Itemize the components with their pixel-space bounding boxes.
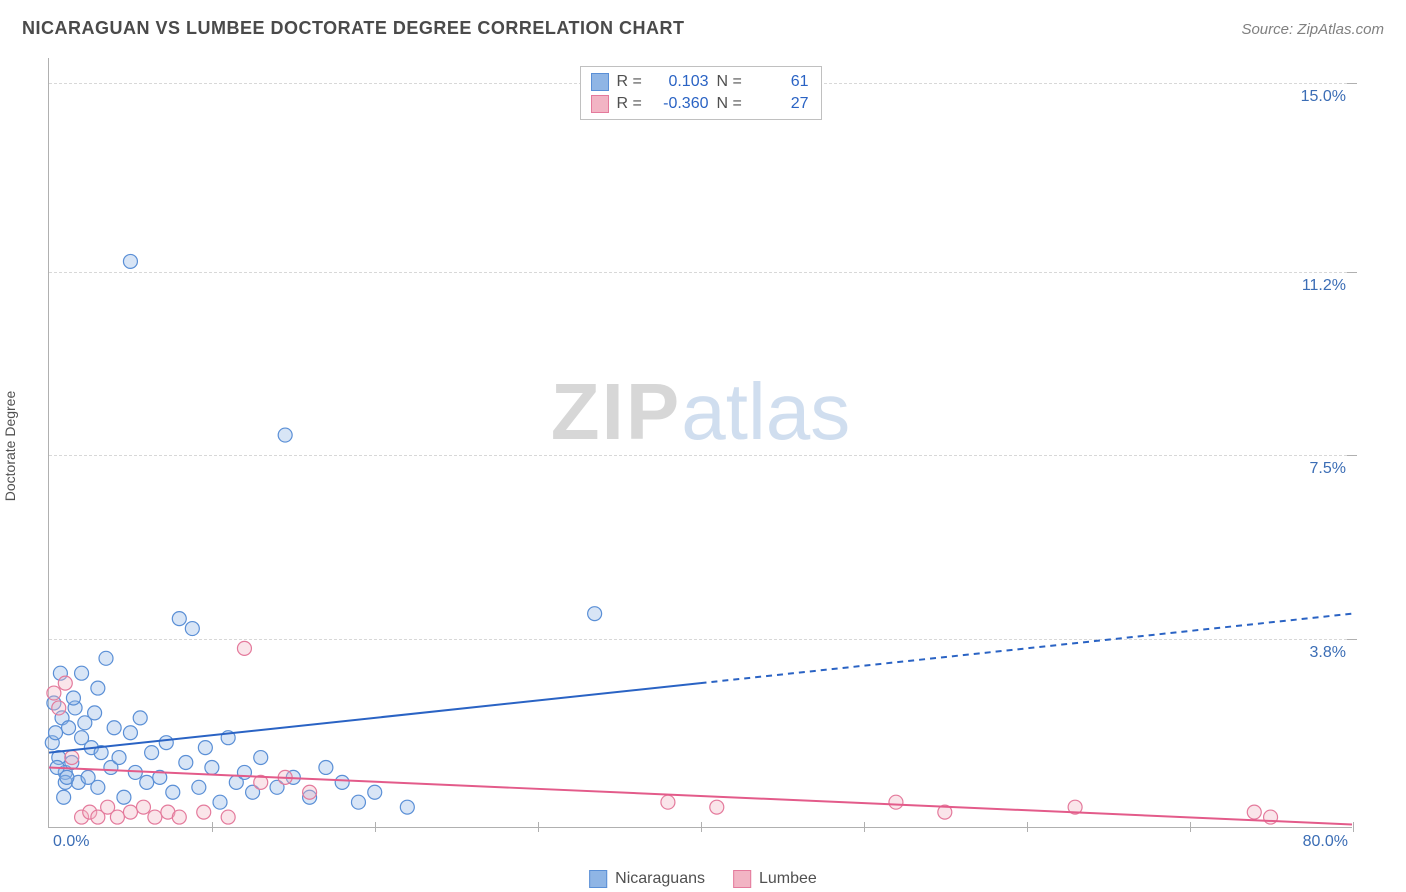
data-point-nicaraguans bbox=[213, 795, 227, 809]
r-label: R = bbox=[617, 93, 645, 115]
data-point-nicaraguans bbox=[368, 785, 382, 799]
n-value-nicaraguans: 61 bbox=[753, 71, 809, 93]
legend-series: Nicaraguans Lumbee bbox=[589, 870, 817, 888]
data-point-nicaraguans bbox=[123, 254, 137, 268]
legend-stats-row-1: R = 0.103 N = 61 bbox=[591, 71, 809, 93]
data-point-nicaraguans bbox=[88, 706, 102, 720]
data-point-nicaraguans bbox=[66, 691, 80, 705]
chart-plot-area: ZIPatlas 3.8%7.5%11.2%15.0% 0.0% 80.0% R… bbox=[48, 58, 1352, 828]
legend-label-lumbee: Lumbee bbox=[759, 870, 817, 888]
data-point-nicaraguans bbox=[198, 741, 212, 755]
data-point-lumbee bbox=[710, 800, 724, 814]
data-point-nicaraguans bbox=[237, 765, 251, 779]
data-point-nicaraguans bbox=[319, 760, 333, 774]
data-point-nicaraguans bbox=[60, 770, 74, 784]
data-point-lumbee bbox=[123, 805, 137, 819]
data-point-nicaraguans bbox=[166, 785, 180, 799]
data-point-nicaraguans bbox=[159, 736, 173, 750]
data-point-lumbee bbox=[136, 800, 150, 814]
n-value-lumbee: 27 bbox=[753, 93, 809, 115]
data-point-nicaraguans bbox=[62, 721, 76, 735]
legend-item-nicaraguans: Nicaraguans bbox=[589, 870, 705, 888]
data-point-lumbee bbox=[303, 785, 317, 799]
data-point-nicaraguans bbox=[145, 746, 159, 760]
n-label: N = bbox=[717, 71, 745, 93]
data-point-lumbee bbox=[148, 810, 162, 824]
data-point-nicaraguans bbox=[91, 780, 105, 794]
y-axis-label: Doctorate Degree bbox=[2, 391, 18, 502]
data-point-nicaraguans bbox=[335, 775, 349, 789]
data-point-nicaraguans bbox=[254, 751, 268, 765]
data-point-lumbee bbox=[197, 805, 211, 819]
legend-swatch-lumbee bbox=[733, 870, 751, 888]
source-attribution: Source: ZipAtlas.com bbox=[1241, 21, 1384, 38]
data-point-nicaraguans bbox=[75, 666, 89, 680]
data-point-nicaraguans bbox=[49, 726, 63, 740]
legend-swatch-nicaraguans bbox=[589, 870, 607, 888]
data-point-lumbee bbox=[172, 810, 186, 824]
data-point-nicaraguans bbox=[99, 651, 113, 665]
data-point-nicaraguans bbox=[278, 428, 292, 442]
r-value-lumbee: -0.360 bbox=[653, 93, 709, 115]
legend-label-nicaraguans: Nicaraguans bbox=[615, 870, 705, 888]
data-point-lumbee bbox=[1247, 805, 1261, 819]
legend-stats-row-2: R = -0.360 N = 27 bbox=[591, 93, 809, 115]
data-point-nicaraguans bbox=[185, 622, 199, 636]
data-point-lumbee bbox=[52, 701, 66, 715]
chart-svg bbox=[49, 58, 1352, 827]
data-point-nicaraguans bbox=[91, 681, 105, 695]
data-point-nicaraguans bbox=[192, 780, 206, 794]
data-point-nicaraguans bbox=[133, 711, 147, 725]
data-point-lumbee bbox=[661, 795, 675, 809]
data-point-nicaraguans bbox=[112, 751, 126, 765]
data-point-nicaraguans bbox=[205, 760, 219, 774]
n-label: N = bbox=[717, 93, 745, 115]
data-point-lumbee bbox=[221, 810, 235, 824]
data-point-nicaraguans bbox=[140, 775, 154, 789]
data-point-nicaraguans bbox=[123, 726, 137, 740]
r-label: R = bbox=[617, 71, 645, 93]
legend-stats: R = 0.103 N = 61 R = -0.360 N = 27 bbox=[580, 66, 822, 120]
data-point-nicaraguans bbox=[400, 800, 414, 814]
legend-swatch-nicaraguans bbox=[591, 73, 609, 91]
r-value-nicaraguans: 0.103 bbox=[653, 71, 709, 93]
x-axis-max-label: 80.0% bbox=[1303, 833, 1348, 851]
data-point-lumbee bbox=[889, 795, 903, 809]
data-point-lumbee bbox=[110, 810, 124, 824]
data-point-lumbee bbox=[237, 641, 251, 655]
trend-line-nicaraguans-dashed bbox=[701, 614, 1353, 683]
x-tick-mark bbox=[1353, 822, 1354, 832]
data-point-nicaraguans bbox=[57, 790, 71, 804]
data-point-lumbee bbox=[47, 686, 61, 700]
legend-swatch-lumbee bbox=[591, 95, 609, 113]
data-point-nicaraguans bbox=[179, 756, 193, 770]
data-point-nicaraguans bbox=[117, 790, 131, 804]
data-point-lumbee bbox=[65, 751, 79, 765]
chart-title: NICARAGUAN VS LUMBEE DOCTORATE DEGREE CO… bbox=[22, 18, 685, 39]
data-point-nicaraguans bbox=[351, 795, 365, 809]
data-point-lumbee bbox=[58, 676, 72, 690]
data-point-nicaraguans bbox=[172, 612, 186, 626]
header: NICARAGUAN VS LUMBEE DOCTORATE DEGREE CO… bbox=[22, 18, 1384, 39]
x-axis-min-label: 0.0% bbox=[53, 833, 89, 851]
data-point-nicaraguans bbox=[588, 607, 602, 621]
trend-line-lumbee bbox=[49, 767, 1352, 824]
legend-item-lumbee: Lumbee bbox=[733, 870, 817, 888]
data-point-nicaraguans bbox=[107, 721, 121, 735]
